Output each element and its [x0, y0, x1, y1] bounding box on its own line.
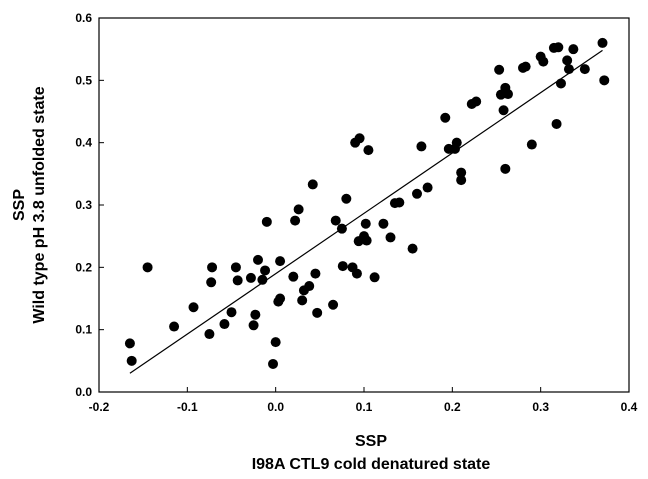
data-point-45: [361, 235, 372, 246]
data-point-14: [250, 309, 261, 320]
data-point-29: [304, 281, 315, 292]
data-point-72: [526, 139, 537, 150]
data-point-60: [456, 167, 467, 178]
x-tick-label: 0.3: [532, 400, 549, 414]
data-point-55: [422, 182, 433, 193]
data-point-53: [412, 188, 422, 199]
data-point-83: [597, 37, 608, 48]
data-point-2: [142, 262, 153, 273]
y-tick-label: 0.4: [75, 136, 92, 150]
data-point-80: [563, 64, 574, 75]
x-tick-label: 0.2: [444, 400, 461, 414]
data-point-66: [498, 105, 509, 116]
data-point-46: [363, 145, 374, 156]
data-point-49: [385, 232, 396, 243]
data-point-5: [204, 329, 215, 340]
x-tick-label: 0.1: [356, 400, 373, 414]
y-axis-title-line1: SSP: [11, 189, 28, 221]
data-point-81: [568, 44, 579, 55]
data-point-10: [230, 262, 241, 273]
data-point-37: [341, 193, 352, 204]
data-point-44: [360, 218, 371, 229]
data-point-48: [378, 218, 389, 229]
data-point-32: [312, 307, 323, 318]
data-point-0: [124, 338, 135, 349]
data-point-33: [328, 299, 339, 310]
data-point-8: [219, 319, 230, 330]
data-point-82: [579, 64, 590, 75]
data-point-4: [188, 302, 199, 313]
data-point-51: [394, 197, 405, 208]
y-tick-label: 0.3: [75, 198, 92, 212]
data-point-52: [407, 243, 418, 254]
data-point-26: [293, 204, 304, 215]
data-point-47: [369, 272, 380, 283]
data-point-13: [248, 320, 259, 331]
data-point-42: [354, 133, 365, 144]
data-point-11: [232, 275, 243, 286]
data-point-63: [471, 96, 482, 107]
x-tick-label: -0.1: [177, 400, 198, 414]
x-axis-title-line2: I98A CTL9 cold denatured state: [252, 456, 491, 473]
data-point-67: [500, 163, 511, 174]
data-point-36: [337, 261, 348, 272]
plot-area: [124, 37, 610, 374]
y-tick-label: 0.1: [75, 323, 92, 337]
data-point-31: [310, 268, 321, 279]
x-tick-label: 0.4: [621, 400, 638, 414]
data-point-79: [562, 55, 573, 66]
data-point-20: [270, 337, 281, 348]
data-point-24: [288, 271, 299, 282]
data-point-17: [260, 265, 271, 276]
data-point-7: [207, 262, 218, 273]
data-point-76: [551, 118, 562, 129]
y-tick-label: 0.6: [75, 11, 92, 25]
data-point-3: [169, 321, 180, 332]
data-point-16: [257, 274, 268, 285]
data-point-59: [451, 137, 462, 148]
data-point-19: [268, 358, 279, 369]
x-axis-title-line1: SSP: [355, 433, 387, 450]
data-point-64: [494, 64, 505, 75]
y-tick-label: 0.0: [75, 385, 92, 399]
data-point-77: [553, 42, 564, 53]
data-point-69: [502, 89, 513, 100]
data-point-78: [555, 78, 566, 89]
data-point-22: [275, 293, 286, 304]
data-point-56: [440, 112, 451, 123]
data-point-71: [520, 61, 531, 72]
plot-frame: [98, 17, 630, 393]
data-point-27: [297, 295, 308, 306]
data-point-35: [336, 223, 347, 234]
y-tick-label: 0.5: [75, 73, 92, 87]
data-point-40: [351, 268, 362, 279]
data-point-15: [253, 254, 263, 265]
data-point-9: [226, 307, 237, 318]
data-point-1: [126, 355, 137, 366]
data-point-34: [330, 215, 341, 226]
data-point-30: [307, 179, 318, 190]
data-point-54: [416, 141, 427, 152]
data-point-12: [245, 272, 256, 283]
data-point-25: [290, 215, 301, 226]
data-point-84: [599, 75, 610, 86]
data-point-61: [456, 175, 467, 186]
y-axis-title-line2: Wild type pH 3.8 unfolded state: [31, 86, 48, 323]
x-tick-label: -0.2: [89, 400, 110, 414]
data-point-18: [261, 216, 272, 227]
x-tick-label: 0.0: [267, 400, 284, 414]
y-tick-label: 0.2: [75, 260, 92, 274]
axes: -0.2 -0.1 0.0 0.1 0.2 0.3 0.4 0.0 0.1 0.2 0.3 0.4 0.…: [75, 11, 637, 414]
trend-line: [129, 49, 603, 374]
data-point-23: [275, 256, 286, 267]
data-point-74: [538, 56, 549, 67]
data-point-6: [206, 277, 217, 288]
